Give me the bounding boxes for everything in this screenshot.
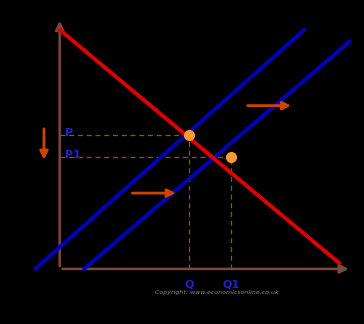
Text: Copyright: www.economicsonline.co.uk: Copyright: www.economicsonline.co.uk [155,290,279,295]
Text: Q: Q [184,279,194,289]
Text: Q1: Q1 [222,279,240,289]
Text: P1: P1 [65,150,81,160]
Text: P: P [65,128,73,138]
